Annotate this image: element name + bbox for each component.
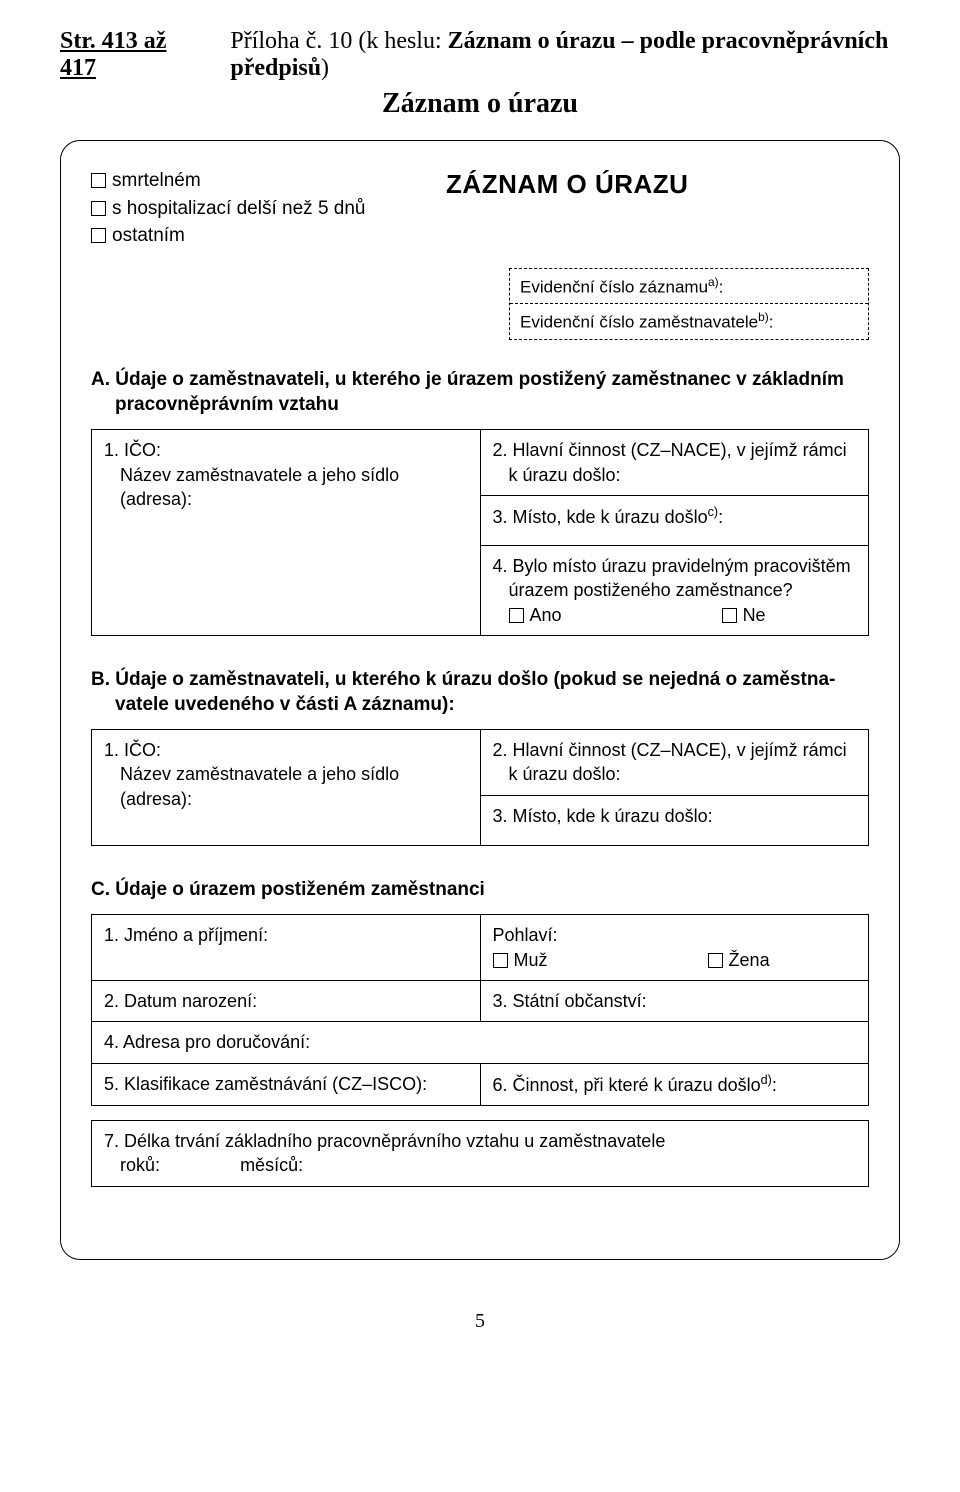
a-injury-place: 3. Místo, kde k úrazu došloc):	[480, 495, 869, 545]
page-header: Str. 413 až 417 Příloha č. 10 (k heslu: …	[60, 28, 900, 82]
evidence-record-number: Evidenční číslo záznamua):	[510, 269, 868, 304]
c-name: 1. Jméno a příjmení:	[92, 915, 481, 981]
form-container: smrtelném s hospitalizací delší než 5 dn…	[60, 140, 900, 1260]
checkbox-male[interactable]	[493, 953, 508, 968]
form-title: ZÁZNAM O ÚRAZU	[366, 169, 770, 200]
section-c-heading: C. Údaje o úrazem postiženém zaměstnanci	[91, 878, 869, 903]
b-injury-place: 3. Místo, kde k úrazu došlo:	[480, 795, 869, 845]
section-b-heading: B. Údaje o zaměstnavateli, u kterého k ú…	[91, 668, 869, 717]
a-employer-ico: 1. IČO: Název zaměstnavatele a jeho sídl…	[92, 430, 481, 635]
checkbox-no[interactable]	[722, 608, 737, 623]
section-b-table: 1. IČO: Název zaměstnavatele a jeho sídl…	[91, 729, 869, 846]
checkbox-hospitalization[interactable]	[91, 201, 106, 216]
c-dob: 2. Datum narození:	[92, 981, 481, 1022]
header-right: Příloha č. 10 (k heslu: Záznam o úrazu –…	[230, 28, 900, 82]
c-activity: 6. Činnost, při které k úrazu došlod):	[480, 1063, 869, 1105]
injury-type-checklist: smrtelném s hospitalizací delší než 5 dn…	[91, 167, 366, 250]
b-employer-ico: 1. IČO: Název zaměstnavatele a jeho sídl…	[92, 730, 481, 846]
section-a-table: 1. IČO: Název zaměstnavatele a jeho sídl…	[91, 429, 869, 635]
checkbox-yes[interactable]	[509, 608, 524, 623]
section-a-heading: A. Údaje o zaměstnavateli, u kterého je …	[91, 368, 869, 417]
evidence-box: Evidenční číslo záznamua): Evidenční čís…	[509, 268, 869, 340]
c-duration-cell: 7. Délka trvání základního pracovněprávn…	[92, 1120, 869, 1186]
c-gender: Pohlaví: Muž Žena	[480, 915, 869, 981]
a-main-activity: 2. Hlavní činnost (CZ–NACE), v jejímž rá…	[480, 430, 869, 496]
subtitle: Záznam o úrazu	[60, 88, 900, 120]
b-main-activity: 2. Hlavní činnost (CZ–NACE), v jejímž rá…	[480, 730, 869, 796]
checkbox-other[interactable]	[91, 228, 106, 243]
evidence-employer-number: Evidenční číslo zaměstnavateleb):	[510, 303, 868, 339]
section-c-table: 1. Jméno a příjmení: Pohlaví: Muž Žena 2…	[91, 914, 869, 1105]
section-c-duration: 7. Délka trvání základního pracovněprávn…	[91, 1120, 869, 1187]
header-left: Str. 413 až 417	[60, 28, 190, 82]
a-regular-workplace: 4. Bylo místo úrazu pravidelným pracoviš…	[480, 545, 869, 635]
c-nationality: 3. Státní občanství:	[480, 981, 869, 1022]
page-number: 5	[60, 1310, 900, 1333]
c-address: 4. Adresa pro doručování:	[92, 1022, 869, 1063]
checkbox-fatal[interactable]	[91, 173, 106, 188]
c-isco: 5. Klasifikace zaměstnávání (CZ–ISCO):	[92, 1063, 481, 1105]
checkbox-female[interactable]	[708, 953, 723, 968]
